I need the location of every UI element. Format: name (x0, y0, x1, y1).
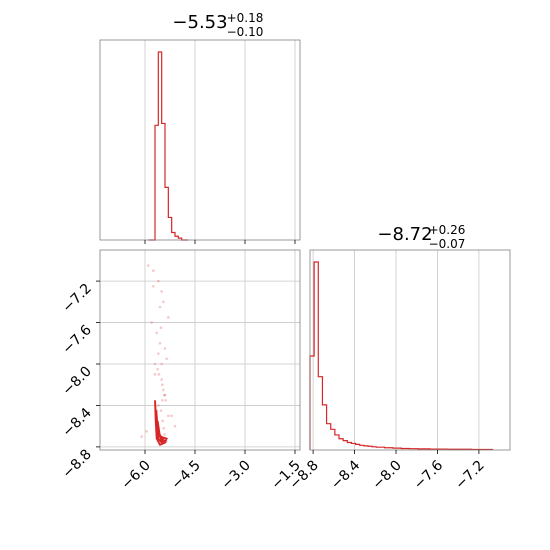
joint-scatter (140, 264, 177, 444)
scatter-point-2 (157, 279, 160, 283)
param-1-title-main: −5.53 (172, 12, 227, 33)
scatter-point-27 (163, 433, 166, 436)
scatter-point-8 (158, 341, 162, 345)
scatter-point-21 (173, 424, 177, 428)
scatter-point-34 (167, 414, 170, 418)
scatter-point-19 (157, 404, 160, 407)
scatter-point-14 (160, 378, 163, 381)
param-2-title-sub: −0.07 (429, 237, 466, 251)
joint-y-tick-label-2: −8.0 (59, 364, 94, 399)
joint-y-tick-label-1: −8.4 (59, 405, 94, 440)
joint-x-tick-label-0: −6.0 (118, 458, 153, 493)
scatter-point-0 (147, 264, 150, 267)
scatter-point-33 (163, 393, 167, 397)
scatter-point-20 (170, 414, 173, 418)
scatter-point-15 (161, 383, 164, 387)
joint-y-tick-label-3: −7.6 (59, 322, 94, 357)
hist-2-frame (309, 249, 511, 451)
joint-contours (154, 400, 168, 446)
scatter-point-36 (152, 284, 155, 288)
hist-1-step (148, 51, 189, 241)
scatter-point-6 (150, 321, 153, 324)
param-1-title-sup: +0.18 (227, 11, 264, 25)
param-2-title-sup: +0.26 (429, 223, 466, 237)
scatter-point-18 (164, 398, 167, 402)
hist-2-x-ticks: −8.8 −8.4 −8.0 −7.6 −7.2 (287, 450, 488, 493)
scatter-point-17 (163, 393, 166, 397)
joint-x-ticks: −6.0 −4.5 −3.0 −1.5 (118, 450, 304, 493)
hist-panel-1: −5.53 +0.18 −0.10 (99, 11, 301, 244)
hist-2-grid (312, 250, 480, 450)
hist-2-step (309, 261, 493, 451)
scatter-point-1 (152, 269, 155, 273)
scatter-point-3 (160, 290, 163, 293)
scatter-point-24 (159, 409, 163, 412)
hist-2-x-tick-label-4: −7.2 (452, 458, 487, 493)
scatter-point-22 (145, 430, 148, 433)
joint-x-tick-label-1: −4.5 (168, 458, 203, 493)
joint-panel: −6.0 −4.5 −3.0 −1.5 −8.8−8.4−8.0−7.6−7.2 (59, 249, 304, 493)
hist-2-x-tick-label-3: −7.6 (411, 457, 446, 492)
joint-y-tick-label-0: −8.8 (59, 446, 94, 481)
param-1-title: −5.53 (172, 12, 227, 33)
scatter-point-4 (162, 300, 165, 304)
joint-y-ticks: −8.8 −8.4 −8.0 −7.6 −7.2 (59, 281, 100, 482)
hist-2-x-tick-label-2: −8.0 (369, 458, 404, 493)
hist-1-grid (144, 40, 296, 240)
scatter-point-32 (160, 362, 163, 366)
param-1-title-sub: −0.10 (227, 25, 264, 39)
hist-panel-2: −8.8 −8.4 −8.0 −7.6 −7.2 −8.72 +0.26 −0.07 (287, 223, 511, 493)
joint-x-tick-label-2: −3.0 (218, 458, 253, 493)
hist-1-ticks (144, 240, 296, 244)
scatter-point-16 (162, 388, 165, 392)
contour-2 (156, 420, 165, 443)
joint-y-tick-label-4: −7.2 (59, 281, 94, 316)
scatter-point-11 (153, 362, 157, 366)
param-2-title: −8.72 (377, 224, 432, 245)
hist-2-x-tick-label-1: −8.4 (328, 457, 363, 492)
scatter-point-13 (157, 373, 161, 376)
scatter-point-26 (162, 426, 165, 430)
scatter-point-30 (158, 305, 162, 309)
joint-frame (99, 249, 301, 451)
scatter-point-38 (159, 326, 163, 330)
scatter-point-25 (161, 419, 164, 423)
hist-1-frame (99, 39, 301, 241)
scatter-point-23 (140, 435, 143, 438)
scatter-point-5 (167, 316, 170, 319)
param-2-title-main: −8.72 (377, 224, 432, 245)
joint-grid (100, 250, 300, 450)
scatter-point-39 (161, 398, 164, 402)
scatter-point-9 (163, 347, 167, 350)
scatter-point-10 (165, 357, 168, 361)
scatter-point-31 (157, 352, 160, 355)
scatter-point-12 (156, 367, 159, 371)
scatter-point-7 (155, 331, 158, 335)
scatter-point-35 (153, 373, 157, 376)
